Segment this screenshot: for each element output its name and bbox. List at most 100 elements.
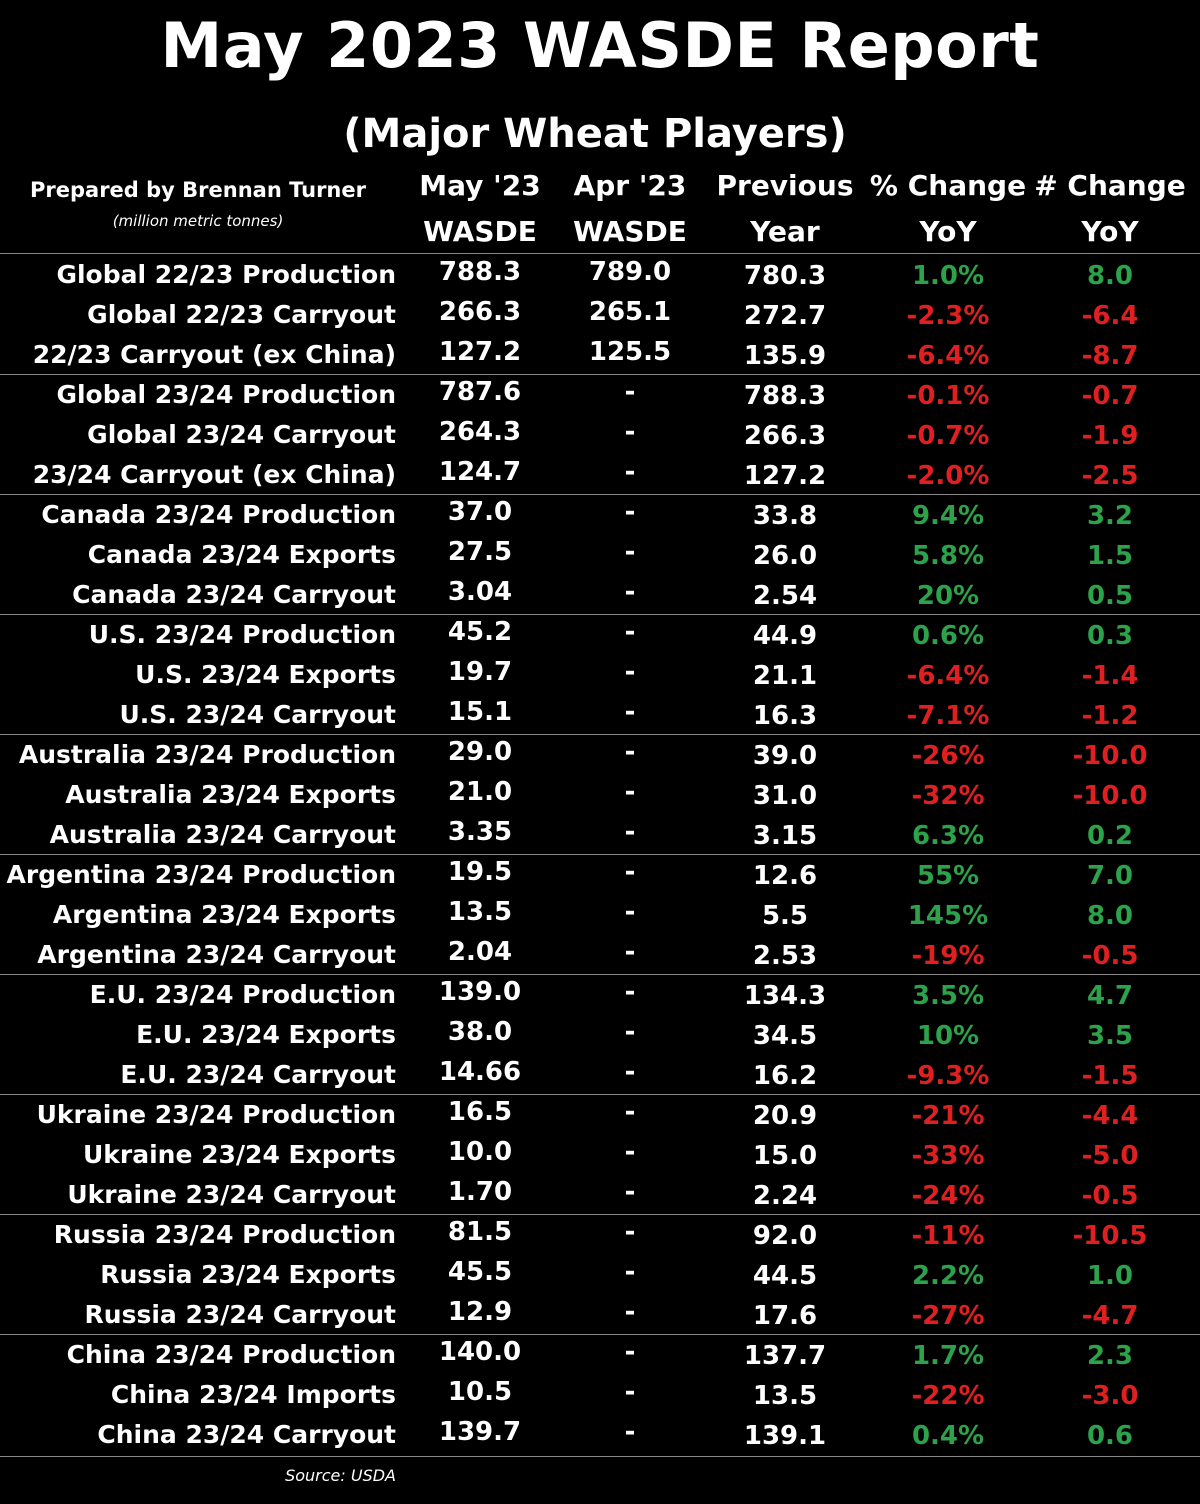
previous-year-value: 2.54 [752,581,818,611]
num-change-value: 4.7 [1086,981,1134,1011]
may-wasde-value: 787.6 [438,377,522,407]
pct-change-value: 1.0% [911,261,985,291]
table-row: Global 22/23 Production 788.3 789.0 780.3 1.… [0,255,1200,295]
pct-change-value: 145% [907,901,989,931]
num-change-value: 0.3 [1086,621,1134,651]
pct-change-value: 0.4% [911,1421,985,1451]
may-wasde-value: 2.04 [447,937,513,967]
previous-year-value: 13.5 [752,1381,818,1411]
previous-year-value: 31.0 [752,781,818,811]
may-wasde-value: 16.5 [447,1097,513,1127]
may-wasde-value: 264.3 [438,417,522,447]
may-wasde-value: 12.9 [447,1297,513,1327]
apr-wasde-value: - [624,1337,636,1367]
table-row: 23/24 Carryout (ex China) 124.7 - 127.2 -2.0… [0,455,1200,495]
apr-wasde-value: - [624,457,636,487]
num-change-value: 1.0 [1086,1261,1134,1291]
apr-wasde-value: - [624,497,636,527]
report-title: May 2023 WASDE Report [160,9,1040,82]
apr-wasde-value: - [624,1177,636,1207]
pct-change-value: -2.3% [906,301,990,331]
table-row: Ukraine 23/24 Exports 10.0 - 15.0 -33% -5.0 [0,1135,1200,1175]
previous-year-value: 16.3 [752,701,818,731]
group-divider [0,1334,1200,1335]
may-wasde-value: 3.35 [447,817,513,847]
num-change-value: -1.2 [1081,701,1139,731]
previous-year-value: 44.9 [752,621,818,651]
col-header-apr-line1: Apr '23 [573,169,687,202]
table-row: E.U. 23/24 Carryout 14.66 - 16.2 -9.3% -1.5 [0,1055,1200,1095]
may-wasde-value: 10.5 [447,1377,513,1407]
may-wasde-value: 788.3 [438,257,522,287]
apr-wasde-value: - [624,737,636,767]
pct-change-value: -2.0% [906,461,990,491]
table-row: Canada 23/24 Exports 27.5 - 26.0 5.8% 1.5 [0,535,1200,575]
apr-wasde-value: - [624,1417,636,1447]
row-label: Australia 23/24 Production [18,740,396,769]
num-change-value: 8.0 [1086,901,1134,931]
may-wasde-value: 139.0 [438,977,522,1007]
pct-change-value: -26% [911,741,985,771]
num-change-value: -10.0 [1072,781,1148,811]
row-label: Russia 23/24 Production [53,1220,396,1249]
source-note: Source: USDA [285,1466,396,1485]
table-row: E.U. 23/24 Exports 38.0 - 34.5 10% 3.5 [0,1015,1200,1055]
pct-change-value: -24% [911,1181,985,1211]
may-wasde-value: 45.2 [447,617,513,647]
may-wasde-value: 14.66 [438,1057,522,1087]
previous-year-value: 780.3 [743,261,827,291]
previous-year-value: 44.5 [752,1261,818,1291]
previous-year-value: 16.2 [752,1061,818,1091]
apr-wasde-value: - [624,1297,636,1327]
may-wasde-value: 45.5 [447,1257,513,1287]
num-change-value: 2.3 [1086,1341,1134,1371]
apr-wasde-value: - [624,897,636,927]
col-header-may-line2: WASDE [423,215,537,248]
col-header-pct-line1: % Change [869,169,1027,202]
previous-year-value: 34.5 [752,1021,818,1051]
may-wasde-value: 3.04 [447,577,513,607]
previous-year-value: 134.3 [743,981,827,1011]
may-wasde-value: 19.5 [447,857,513,887]
row-label: Argentina 23/24 Carryout [37,940,396,969]
apr-wasde-value: - [624,377,636,407]
row-label: 22/23 Carryout (ex China) [32,340,396,369]
apr-wasde-value: - [624,1377,636,1407]
num-change-value: 0.2 [1086,821,1134,851]
may-wasde-value: 29.0 [447,737,513,767]
apr-wasde-value: 125.5 [588,337,672,367]
table-row: Russia 23/24 Carryout 12.9 - 17.6 -27% -4.7 [0,1295,1200,1335]
apr-wasde-value: - [624,937,636,967]
may-wasde-value: 140.0 [438,1337,522,1367]
may-wasde-value: 139.7 [438,1417,522,1447]
row-label: U.S. 23/24 Production [88,620,396,649]
previous-year-value: 20.9 [752,1101,818,1131]
pct-change-value: 0.6% [911,621,985,651]
apr-wasde-value: 789.0 [588,257,672,287]
row-label: Global 23/24 Production [56,380,396,409]
num-change-value: -10.5 [1072,1221,1148,1251]
row-label: E.U. 23/24 Exports [136,1020,396,1049]
group-divider [0,374,1200,375]
table-row: Argentina 23/24 Exports 13.5 - 5.5 145% 8.0 [0,895,1200,935]
row-label: Global 23/24 Carryout [87,420,396,449]
may-wasde-value: 21.0 [447,777,513,807]
row-label: Australia 23/24 Exports [65,780,396,809]
previous-year-value: 2.53 [752,941,818,971]
table-row: Argentina 23/24 Carryout 2.04 - 2.53 -19% -0.… [0,935,1200,975]
previous-year-value: 92.0 [752,1221,818,1251]
may-wasde-value: 266.3 [438,297,522,327]
table-row: Global 23/24 Production 787.6 - 788.3 -0.1% -… [0,375,1200,415]
pct-change-value: -0.1% [906,381,990,411]
pct-change-value: 1.7% [911,1341,985,1371]
previous-year-value: 139.1 [743,1421,827,1451]
prepared-by: Prepared by Brennan Turner [30,178,366,202]
table-row: Argentina 23/24 Production 19.5 - 12.6 55% 7.… [0,855,1200,895]
num-change-value: 0.6 [1086,1421,1134,1451]
num-change-value: 0.5 [1086,581,1134,611]
previous-year-value: 137.7 [743,1341,827,1371]
apr-wasde-value: - [624,977,636,1007]
num-change-value: 7.0 [1086,861,1134,891]
table-row: Global 23/24 Carryout 264.3 - 266.3 -0.7% -1.… [0,415,1200,455]
may-wasde-value: 27.5 [447,537,513,567]
